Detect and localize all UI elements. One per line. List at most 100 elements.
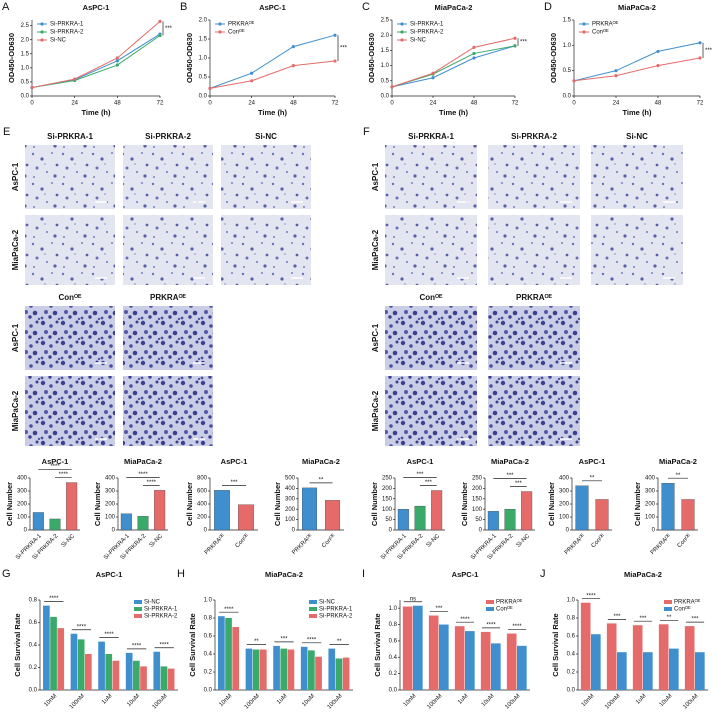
- y-tick-label: 1.5: [381, 48, 390, 54]
- bar: [43, 605, 50, 690]
- x-tick-label: 0: [208, 101, 212, 107]
- annotation: ***: [515, 481, 523, 487]
- point: [572, 79, 576, 83]
- bar: [98, 641, 105, 690]
- point: [513, 44, 517, 48]
- panel-letter: C: [362, 1, 370, 13]
- point: [250, 71, 254, 75]
- y-tick-label: 0.8: [567, 616, 576, 622]
- micrograph: [25, 306, 115, 370]
- legend-label: Si-PRKRA-2: [410, 30, 444, 36]
- bar: [617, 652, 627, 690]
- y-tick-label: 0.2: [389, 671, 398, 677]
- x-tick-label: 24: [248, 101, 255, 107]
- legend-label: PRKRAᴼᴱ: [228, 21, 255, 28]
- annotation: ****: [50, 464, 60, 470]
- legend-marker: [218, 30, 222, 34]
- bar: [465, 631, 475, 690]
- x-tick-label: 100nM: [604, 693, 621, 710]
- point: [208, 86, 212, 90]
- annotation: ****: [160, 642, 170, 648]
- panel-letter: B: [180, 1, 187, 13]
- point: [472, 56, 476, 60]
- row-label: MiaPaCa-2: [371, 229, 380, 270]
- y-tick-label: 100: [285, 517, 296, 523]
- x-tick-label: 100uM: [327, 693, 344, 710]
- point: [698, 41, 702, 45]
- bar: [238, 504, 254, 531]
- y-tick-label: 100: [472, 507, 483, 513]
- column-header: Conᴼᴱ: [58, 293, 82, 302]
- micrograph: [385, 376, 477, 446]
- y-tick-label: 250: [382, 476, 393, 482]
- y-tick-label: 0: [566, 528, 570, 534]
- legend-label: Si-NC: [319, 600, 336, 606]
- y-tick-label: 0.0: [199, 94, 208, 100]
- bar: [167, 668, 175, 690]
- legend-swatch: [134, 607, 142, 611]
- x-tick-label: 100nM: [69, 693, 86, 710]
- annotation: **: [254, 639, 259, 645]
- y-tick-label: 100: [17, 515, 28, 521]
- x-tick-label: 100uM: [504, 693, 521, 710]
- micrograph: [25, 215, 115, 285]
- x-tick-label: 72: [697, 101, 704, 107]
- row-label: MiaPaCa-2: [11, 390, 20, 431]
- y-tick-label: 0.6: [204, 634, 213, 640]
- panel-letter: G: [2, 568, 11, 580]
- legend-marker: [582, 22, 586, 26]
- series-line: [31, 21, 161, 89]
- legend-swatch: [134, 600, 142, 604]
- y-axis-label: Cell Survival Rate: [188, 613, 197, 676]
- y-tick-label: 400: [285, 486, 296, 492]
- point: [115, 63, 119, 67]
- chart-title: MiaPaCa-2: [302, 457, 340, 466]
- y-tick-label: 200: [645, 502, 656, 508]
- bar: [84, 654, 92, 690]
- micrograph: [123, 306, 213, 370]
- bar: [661, 483, 675, 531]
- bar: [506, 633, 517, 690]
- annotation: **: [667, 615, 672, 621]
- y-tick-label: 2.5: [381, 18, 390, 24]
- y-tick-label: 0.5: [21, 80, 30, 86]
- panel-letter: J: [540, 568, 546, 580]
- y-tick-label: 50: [475, 517, 482, 523]
- y-axis-label: OD450-OD630: [185, 33, 194, 83]
- bar: [439, 624, 449, 690]
- y-tick-label: 0.4: [29, 643, 38, 649]
- bar: [154, 490, 166, 531]
- y-tick-label: 300: [105, 489, 116, 495]
- x-tick-label: 10nM: [581, 693, 596, 708]
- y-tick-label: 0.4: [204, 652, 213, 658]
- panel-letter: A: [2, 1, 10, 13]
- y-tick-label: 1.5: [21, 51, 30, 57]
- micrograph: [25, 145, 115, 209]
- x-tick-label: 48: [114, 101, 121, 107]
- x-tick-label: Si-NC: [426, 533, 442, 549]
- legend-swatch: [664, 600, 672, 604]
- x-axis-label: Time (h): [258, 108, 288, 117]
- y-tick-label: 0: [112, 528, 116, 534]
- legend-swatch: [309, 607, 317, 611]
- point: [73, 77, 77, 81]
- x-axis-label: Time (h): [622, 108, 652, 117]
- point: [158, 33, 162, 38]
- annotation: ***: [520, 40, 528, 46]
- bar: [342, 657, 350, 690]
- legend-label: Conᴼᴱ: [228, 29, 245, 36]
- y-axis-label: OD450-OD630: [367, 33, 376, 83]
- chart-title: MiaPaCa-2: [435, 3, 473, 12]
- x-tick-label: 10uM: [301, 693, 316, 708]
- annotation: ****: [512, 624, 522, 630]
- y-tick-label: 200: [559, 502, 570, 508]
- annotation: ****: [138, 472, 148, 478]
- y-tick-label: 0.0: [381, 94, 390, 100]
- y-tick-label: 0.0: [21, 94, 30, 100]
- point: [291, 45, 295, 49]
- y-tick-label: 300: [17, 489, 28, 495]
- x-tick-label: 24: [613, 101, 620, 107]
- point: [513, 36, 517, 40]
- y-axis-label: Cell Number: [93, 482, 102, 526]
